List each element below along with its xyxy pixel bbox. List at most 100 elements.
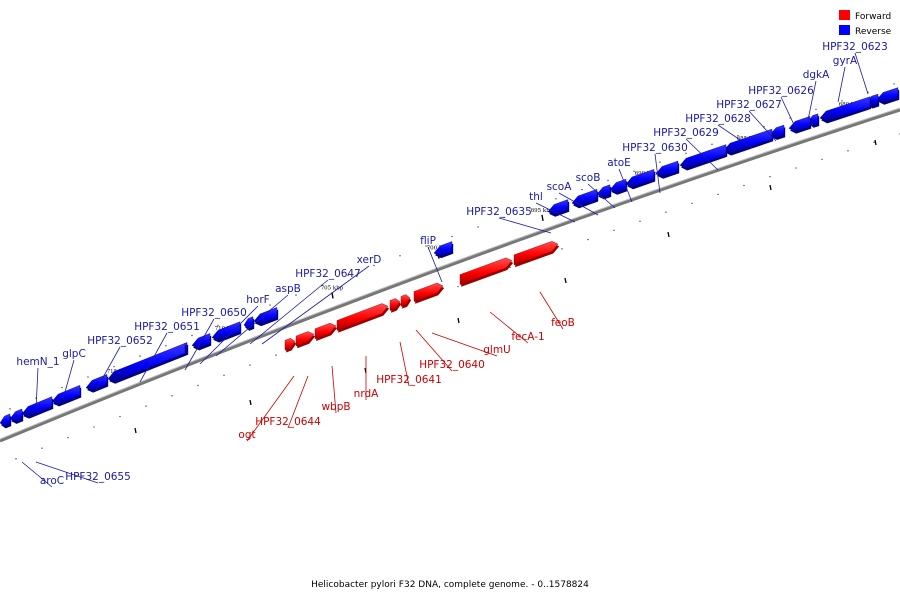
leader-line [837,66,846,103]
leader-line [246,375,295,442]
scale-dot [275,354,277,356]
gene-label-hpf32-0635[interactable]: HPF32_0635 [466,206,532,218]
reverse-gene-arrow[interactable] [547,199,569,215]
scale-tick-mark [874,139,877,146]
scale-tick-mark [541,214,544,221]
reverse-gene-arrow[interactable] [625,169,655,188]
gene-label-scob[interactable]: scoB [576,172,601,184]
scale-dot [223,374,225,376]
gene-label-hpf32-0627[interactable]: HPF32_0627 [716,99,782,111]
gene-label-atoe[interactable]: atoE [607,157,631,169]
gene-label-hpf32-0647[interactable]: HPF32_0647 [295,268,361,280]
scale-dot [893,83,895,85]
leader-line [498,217,552,234]
gene-label-hpf32-0626[interactable]: HPF32_0626 [748,85,814,97]
reverse-gene-arrow[interactable] [571,188,598,207]
reverse-gene-arrow[interactable] [51,384,81,405]
scale-dot [607,179,609,182]
gene-label-scoa[interactable]: scoA [547,181,573,193]
legend-forward-label: Forward [855,12,891,22]
leader-line [748,110,777,142]
scale-dot [581,188,583,191]
gene-label-hpf32-0629[interactable]: HPF32_0629 [653,127,719,139]
gene-label-hpf32-0644[interactable]: HPF32_0644 [255,416,321,428]
forward-gene-arrow[interactable] [459,257,513,285]
leader-line [215,294,289,357]
gene-label-hpf32-0628[interactable]: HPF32_0628 [685,113,751,125]
scale-dot [399,255,401,257]
scale-dot [41,447,43,449]
forward-gene-arrow[interactable] [336,303,389,331]
reverse-gene-arrow[interactable] [0,413,11,427]
reverse-gene-arrow[interactable] [211,321,241,341]
forward-gene-arrow[interactable] [314,322,337,340]
gene-label-hpf32-0651[interactable]: HPF32_0651 [134,321,200,333]
gene-label-thl[interactable]: thl [529,191,543,203]
leader-line [489,311,529,344]
forward-gene-arrow[interactable] [284,337,296,351]
gene-label-feob[interactable]: feoB [551,317,575,329]
scale-dot [659,161,661,163]
scale-dot [347,274,349,276]
scale-dot [191,334,193,337]
reverse-gene-arrow[interactable] [433,241,453,257]
gene-label-hpf32-0623[interactable]: HPF32_0623 [822,41,888,53]
leader-line [807,80,817,121]
gene-label-xerd[interactable]: xerD [357,254,382,266]
reverse-gene-arrow[interactable] [876,87,899,103]
reverse-gene-arrow[interactable] [819,96,871,122]
forward-gene-arrow[interactable] [389,298,401,311]
gene-label-gyra[interactable]: gyrA [833,55,858,67]
scale-dot [561,248,563,250]
gene-label-hpf32-0652[interactable]: HPF32_0652 [87,335,153,347]
scale-dot [295,294,297,296]
reverse-gene-arrow[interactable] [191,333,211,349]
reverse-gene-arrow[interactable] [596,184,611,198]
gene-label-hpf32-0655[interactable]: HPF32_0655 [65,471,131,483]
gene-label-feca-1[interactable]: fecA-1 [511,331,544,343]
gene-label-aspb[interactable]: aspB [275,283,301,295]
reverse-gene-arrow[interactable] [788,116,811,132]
leader-line [854,52,869,95]
reverse-gene-arrow[interactable] [253,307,278,325]
reverse-gene-arrow[interactable] [21,396,53,417]
scale-tick-mark [331,292,334,299]
gene-label-wbpb[interactable]: wbpB [321,401,350,413]
gene-label-hpf32-0630[interactable]: HPF32_0630 [622,142,688,154]
gene-label-ogt[interactable]: ogt [238,429,255,441]
leader-line [35,461,99,484]
reverse-gene-arrow[interactable] [9,408,23,422]
scale-dot [717,193,719,196]
gene-label-nrda[interactable]: nrdA [354,388,379,400]
forward-gene-arrow[interactable] [295,331,315,347]
leader-line [587,183,616,209]
gene-label-aroc[interactable]: aroC [40,475,64,487]
gene-label-hpf32-0641[interactable]: HPF32_0641 [376,374,442,386]
reverse-gene-arrow[interactable] [655,160,679,177]
reverse-gene-arrow[interactable] [85,374,108,391]
gene-label-dgka[interactable]: dgkA [803,69,830,81]
scale-dot [587,238,589,241]
scale-dot [743,184,745,187]
forward-gene-arrow[interactable] [400,294,411,307]
leader-line [780,96,797,130]
figure-caption: Helicobacter pylori F32 DNA, complete ge… [311,580,589,590]
scale-dot [847,150,849,152]
scale-dot [665,211,667,213]
forward-gene-arrow[interactable] [513,241,559,266]
scale-dot [269,304,271,306]
gene-label-hemn-1[interactable]: hemN_1 [16,356,59,368]
reverse-gene-arrow[interactable] [679,144,727,169]
gene-label-glpc[interactable]: glpC [62,348,86,360]
gene-label-hpf32-0640[interactable]: HPF32_0640 [419,359,485,371]
forward-gene-arrow[interactable] [413,282,444,302]
gene-label-flip[interactable]: fliP [420,235,436,247]
gene-label-hpf32-0650[interactable]: HPF32_0650 [181,307,247,319]
gene-label-glmu[interactable]: glmU [483,344,511,356]
reverse-gene-arrow[interactable] [107,342,186,382]
gene-label-horf[interactable]: horF [246,294,269,306]
leader-line [139,332,168,383]
scale-dot [165,345,167,347]
scale-dot [841,100,843,102]
